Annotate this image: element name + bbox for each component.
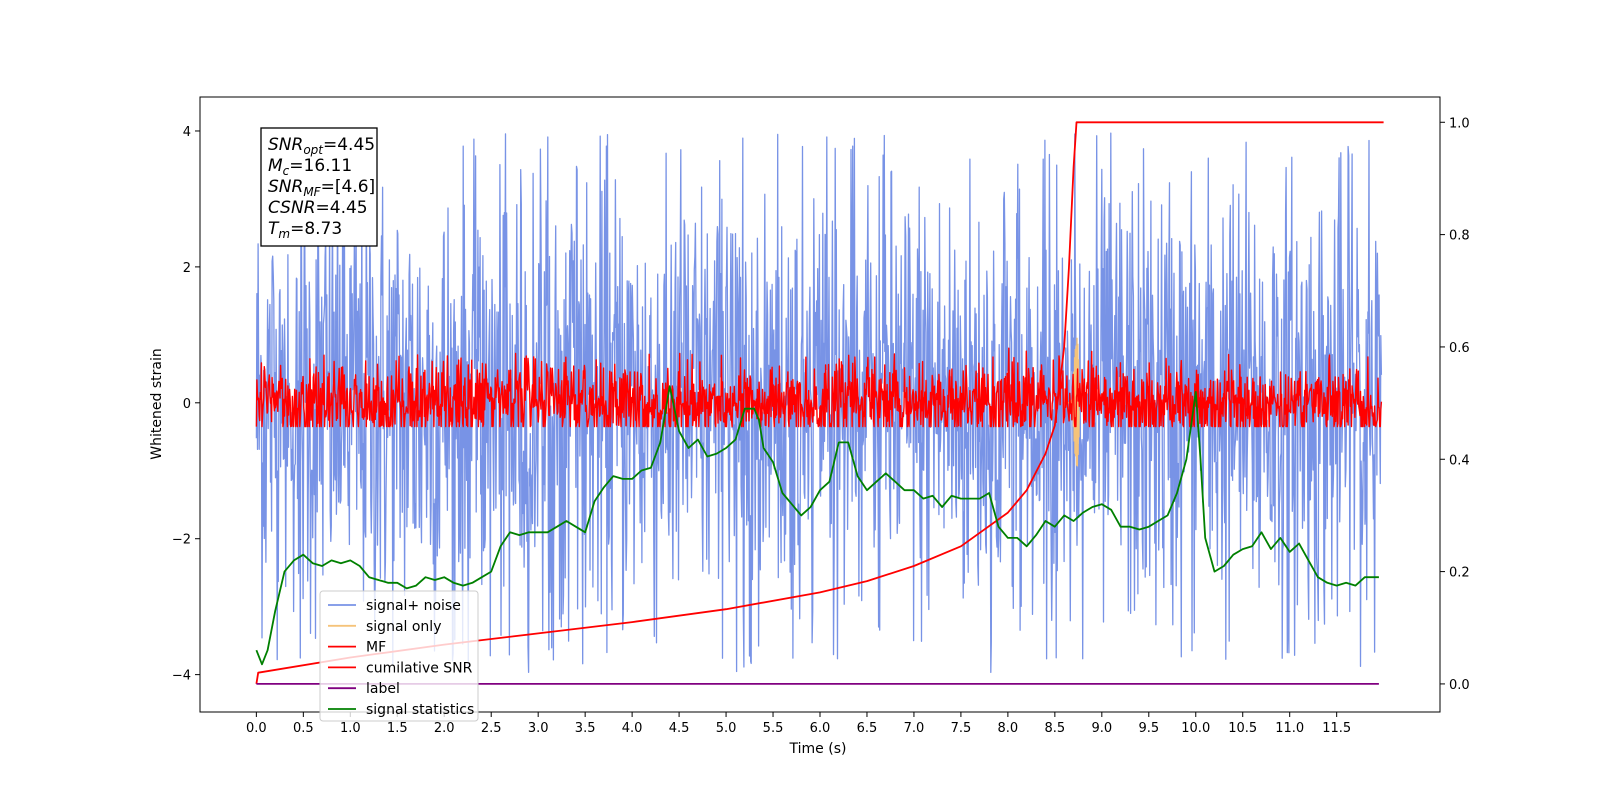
legend-item: cumilative SNR bbox=[328, 660, 473, 676]
x-tick-label: 1.0 bbox=[340, 721, 361, 736]
x-tick-label: 9.5 bbox=[1138, 721, 1159, 736]
x-tick-label: 11.0 bbox=[1275, 721, 1304, 736]
legend-label: label bbox=[366, 681, 400, 697]
x-tick-label: 7.0 bbox=[904, 721, 925, 736]
legend: signal+ noise signal only MF cumilative SNR… bbox=[319, 590, 479, 722]
y2-tick-label: 0.4 bbox=[1449, 453, 1470, 468]
legend-label: signal+ noise bbox=[366, 598, 461, 614]
annotation-line: Mc=16.11 bbox=[268, 156, 352, 178]
x-tick-label: 2.5 bbox=[481, 721, 502, 736]
series-mf bbox=[255, 347, 1383, 428]
series-line bbox=[255, 385, 1379, 666]
series-signal-noise bbox=[255, 130, 1383, 674]
legend-item: signal statistics bbox=[328, 702, 474, 718]
series-line bbox=[255, 347, 1383, 428]
x-axis-label: Time (s) bbox=[789, 741, 847, 757]
x-tick-label: 4.5 bbox=[669, 721, 690, 736]
annotation-line: SNRopt=4.45 bbox=[268, 135, 375, 157]
y-axis-left: −4 −2 0 2 4 bbox=[172, 125, 200, 684]
x-tick-label: 0.0 bbox=[246, 721, 267, 736]
legend-item: MF bbox=[328, 640, 386, 656]
x-tick-label: 6.5 bbox=[857, 721, 878, 736]
y-tick-label: −2 bbox=[172, 533, 191, 548]
y2-tick-label: 1.0 bbox=[1449, 116, 1470, 131]
legend-item: signal only bbox=[328, 619, 441, 635]
y-tick-label: 4 bbox=[183, 125, 191, 140]
stats-annotation: SNRopt=4.45Mc=16.11SNRMF=[4.6]CSNR=4.45T… bbox=[260, 127, 378, 247]
legend-box bbox=[319, 590, 479, 722]
x-tick-label: 3.5 bbox=[575, 721, 596, 736]
x-tick-label: 3.0 bbox=[528, 721, 549, 736]
legend-item: label bbox=[328, 681, 400, 697]
legend-label: MF bbox=[366, 640, 386, 656]
y-tick-label: 2 bbox=[183, 261, 191, 276]
x-tick-label: 10.0 bbox=[1181, 721, 1210, 736]
x-tick-label: 5.0 bbox=[716, 721, 737, 736]
x-tick-label: 11.5 bbox=[1322, 721, 1351, 736]
legend-item: signal+ noise bbox=[328, 598, 461, 614]
legend-label: signal only bbox=[366, 619, 441, 635]
x-tick-label: 5.5 bbox=[763, 721, 784, 736]
series-signal-statistics bbox=[255, 385, 1379, 666]
y-axis-label: Whitened strain bbox=[149, 348, 165, 459]
x-tick-label: 7.5 bbox=[951, 721, 972, 736]
y2-tick-label: 0.2 bbox=[1449, 566, 1470, 581]
y-axis-right: 0.0 0.2 0.4 0.6 0.8 1.0 bbox=[1440, 116, 1470, 693]
x-tick-label: 4.0 bbox=[622, 721, 643, 736]
x-tick-label: 10.5 bbox=[1228, 721, 1257, 736]
annotation-line: CSNR=4.45 bbox=[268, 198, 368, 218]
annotation-box bbox=[260, 127, 378, 247]
x-tick-label: 8.0 bbox=[998, 721, 1019, 736]
y2-tick-label: 0.8 bbox=[1449, 229, 1470, 244]
x-tick-label: 8.5 bbox=[1045, 721, 1066, 736]
legend-label: signal statistics bbox=[366, 702, 474, 718]
x-tick-label: 1.5 bbox=[387, 721, 408, 736]
x-tick-label: 0.5 bbox=[293, 721, 314, 736]
x-tick-label: 6.0 bbox=[810, 721, 831, 736]
x-tick-label: 2.0 bbox=[434, 721, 455, 736]
y2-tick-label: 0.0 bbox=[1449, 678, 1470, 693]
x-tick-label: 9.0 bbox=[1091, 721, 1112, 736]
legend-label: cumilative SNR bbox=[366, 660, 473, 676]
series-line bbox=[255, 130, 1383, 674]
annotation-line: SNRMF=[4.6] bbox=[268, 177, 375, 199]
x-axis: 0.0 0.5 1.0 1.5 2.0 2.5 3.0 3.5 4.0 4.5 5.0 5.5 6.0 6… bbox=[246, 712, 1351, 736]
y-tick-label: −4 bbox=[172, 669, 191, 684]
y-tick-label: 0 bbox=[183, 397, 191, 412]
y2-tick-label: 0.6 bbox=[1449, 341, 1470, 356]
annotation-line: Tm=8.73 bbox=[268, 219, 342, 241]
